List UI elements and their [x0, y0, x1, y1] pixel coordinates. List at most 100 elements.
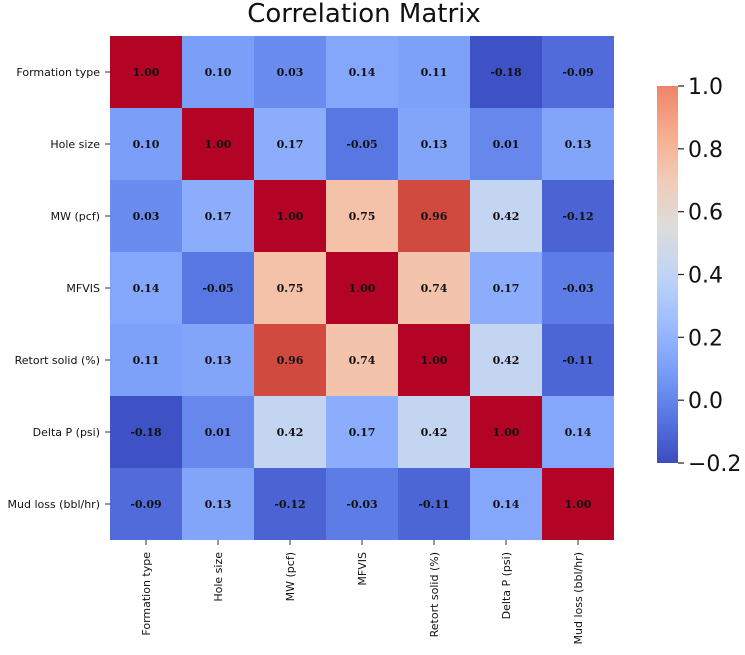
heatmap-cell-r3-c5 [470, 252, 542, 324]
heatmap-cell-r2-c3 [326, 180, 398, 252]
heatmap-cell-r3-c1 [182, 252, 254, 324]
heatmap-cell-r1-c1 [182, 108, 254, 180]
cell-value-r6-c2: -0.12 [274, 498, 305, 511]
cell-value-r6-c1: 0.13 [205, 498, 232, 511]
cell-value-r3-c0: 0.14 [133, 282, 160, 295]
cell-value-r5-c4: 0.42 [421, 426, 448, 439]
cell-value-r3-c5: 0.17 [493, 282, 520, 295]
heatmap-cells: 1.00 0.10 0.03 0.14 0.11 -0.18 -0.09 0.10 1.00 0.… [110, 36, 614, 540]
heatmap-cell-r6-c5 [470, 468, 542, 540]
cell-value-r3-c6: -0.03 [562, 282, 593, 295]
heatmap-cell-r5-c2 [254, 396, 326, 468]
heatmap-cell-r0-c2 [254, 36, 326, 108]
cell-value-r1-c0: 0.10 [133, 138, 160, 151]
col-label-mfvis: MFVIS [356, 552, 369, 586]
cell-value-r6-c0: -0.09 [130, 498, 161, 511]
heatmap-column-labels: Formation type Hole size MW (pcf) MFVIS Reto… [140, 540, 585, 645]
heatmap-cell-r0-c3 [326, 36, 398, 108]
heatmap-cell-r3-c6 [542, 252, 614, 324]
cell-value-r2-c2: 1.00 [277, 210, 304, 223]
heatmap-cell-r3-c2 [254, 252, 326, 324]
cell-value-r6-c4: -0.11 [418, 498, 449, 511]
heatmap-cell-r4-c4 [398, 324, 470, 396]
cell-value-r6-c5: 0.14 [493, 498, 520, 511]
heatmap-cell-r2-c4 [398, 180, 470, 252]
heatmap-cell-r2-c2 [254, 180, 326, 252]
cell-value-r5-c5: 1.00 [493, 426, 520, 439]
cell-value-r6-c6: 1.00 [565, 498, 592, 511]
heatmap-cell-r5-c0 [110, 396, 182, 468]
cell-value-r0-c4: 0.11 [421, 66, 448, 79]
cell-value-r1-c5: 0.01 [493, 138, 520, 151]
heatmap-cell-r4-c2 [254, 324, 326, 396]
row-label-mw-pcf: MW (pcf) [51, 210, 100, 223]
cell-value-r5-c0: -0.18 [130, 426, 162, 439]
cell-value-r3-c4: 0.74 [421, 282, 448, 295]
colorbar-tick-label-2: 0.6 [688, 201, 723, 226]
row-label-formation-type: Formation type [16, 66, 100, 79]
heatmap-cell-r3-c4 [398, 252, 470, 324]
cell-value-r6-c3: -0.03 [346, 498, 377, 511]
heatmap-cell-r2-c0 [110, 180, 182, 252]
cell-value-r5-c6: 0.14 [565, 426, 592, 439]
cell-value-r4-c0: 0.11 [133, 354, 160, 367]
heatmap-cell-r0-c0 [110, 36, 182, 108]
cell-value-r1-c3: -0.05 [346, 138, 377, 151]
cell-value-r0-c0: 1.00 [133, 66, 160, 79]
colorbar-tick-label-4: 0.2 [688, 326, 723, 351]
heatmap-cell-r6-c4 [398, 468, 470, 540]
cell-value-r0-c3: 0.14 [349, 66, 376, 79]
cell-value-r1-c4: 0.13 [421, 138, 448, 151]
colorbar: 1.0 0.8 0.6 0.4 0.2 0.0 −0.2 [657, 75, 741, 477]
heatmap-cell-r2-c6 [542, 180, 614, 252]
cell-value-r1-c1: 1.00 [205, 138, 232, 151]
colorbar-tick-label-3: 0.4 [688, 264, 723, 289]
cell-value-r2-c4: 0.96 [421, 210, 448, 223]
cell-value-r5-c2: 0.42 [277, 426, 304, 439]
cell-value-r4-c3: 0.74 [349, 354, 376, 367]
col-label-mw-pcf: MW (pcf) [284, 552, 297, 601]
cell-value-r4-c1: 0.13 [205, 354, 232, 367]
cell-value-r5-c1: 0.01 [205, 426, 232, 439]
cell-value-r5-c3: 0.17 [349, 426, 376, 439]
heatmap-cell-r0-c1 [182, 36, 254, 108]
cell-value-r2-c0: 0.03 [133, 210, 160, 223]
heatmap-cell-r5-c5 [470, 396, 542, 468]
chart-title: Correlation Matrix [247, 0, 481, 29]
cell-value-r0-c6: -0.09 [562, 66, 593, 79]
heatmap-cell-r5-c3 [326, 396, 398, 468]
heatmap-cell-r5-c6 [542, 396, 614, 468]
row-label-retort-solid: Retort solid (%) [15, 354, 100, 367]
row-label-delta-p-psi: Delta P (psi) [33, 426, 100, 439]
heatmap-cell-r5-c4 [398, 396, 470, 468]
cell-value-r4-c4: 1.00 [421, 354, 448, 367]
cell-value-r3-c2: 0.75 [277, 282, 304, 295]
heatmap-cell-r2-c1 [182, 180, 254, 252]
heatmap-cell-r4-c1 [182, 324, 254, 396]
heatmap-cell-r6-c6 [542, 468, 614, 540]
heatmap-cell-r4-c3 [326, 324, 398, 396]
col-label-hole-size: Hole size [212, 552, 225, 602]
heatmap-cell-r1-c4 [398, 108, 470, 180]
heatmap-cell-r4-c0 [110, 324, 182, 396]
heatmap-cell-r6-c2 [254, 468, 326, 540]
heatmap-cell-r3-c0 [110, 252, 182, 324]
heatmap-row-labels: Formation type Hole size MW (pcf) MFVIS Reto… [8, 66, 110, 511]
cell-value-r0-c2: 0.03 [277, 66, 304, 79]
heatmap-cell-r3-c3 [326, 252, 398, 324]
col-label-retort-solid: Retort solid (%) [428, 552, 441, 637]
cell-value-r4-c5: 0.42 [493, 354, 520, 367]
cell-value-r4-c6: -0.11 [562, 354, 593, 367]
cell-value-r2-c1: 0.17 [205, 210, 232, 223]
colorbar-ticks: 1.0 0.8 0.6 0.4 0.2 0.0 −0.2 [678, 75, 741, 477]
col-label-delta-p-psi: Delta P (psi) [500, 552, 513, 619]
heatmap-cell-r1-c5 [470, 108, 542, 180]
cell-value-r3-c1: -0.05 [202, 282, 233, 295]
colorbar-tick-label-5: 0.0 [688, 389, 723, 414]
cell-value-r3-c3: 1.00 [349, 282, 376, 295]
heatmap-cell-r0-c4 [398, 36, 470, 108]
cell-value-r0-c1: 0.10 [205, 66, 232, 79]
col-label-formation-type: Formation type [140, 552, 153, 636]
heatmap-cell-r2-c5 [470, 180, 542, 252]
